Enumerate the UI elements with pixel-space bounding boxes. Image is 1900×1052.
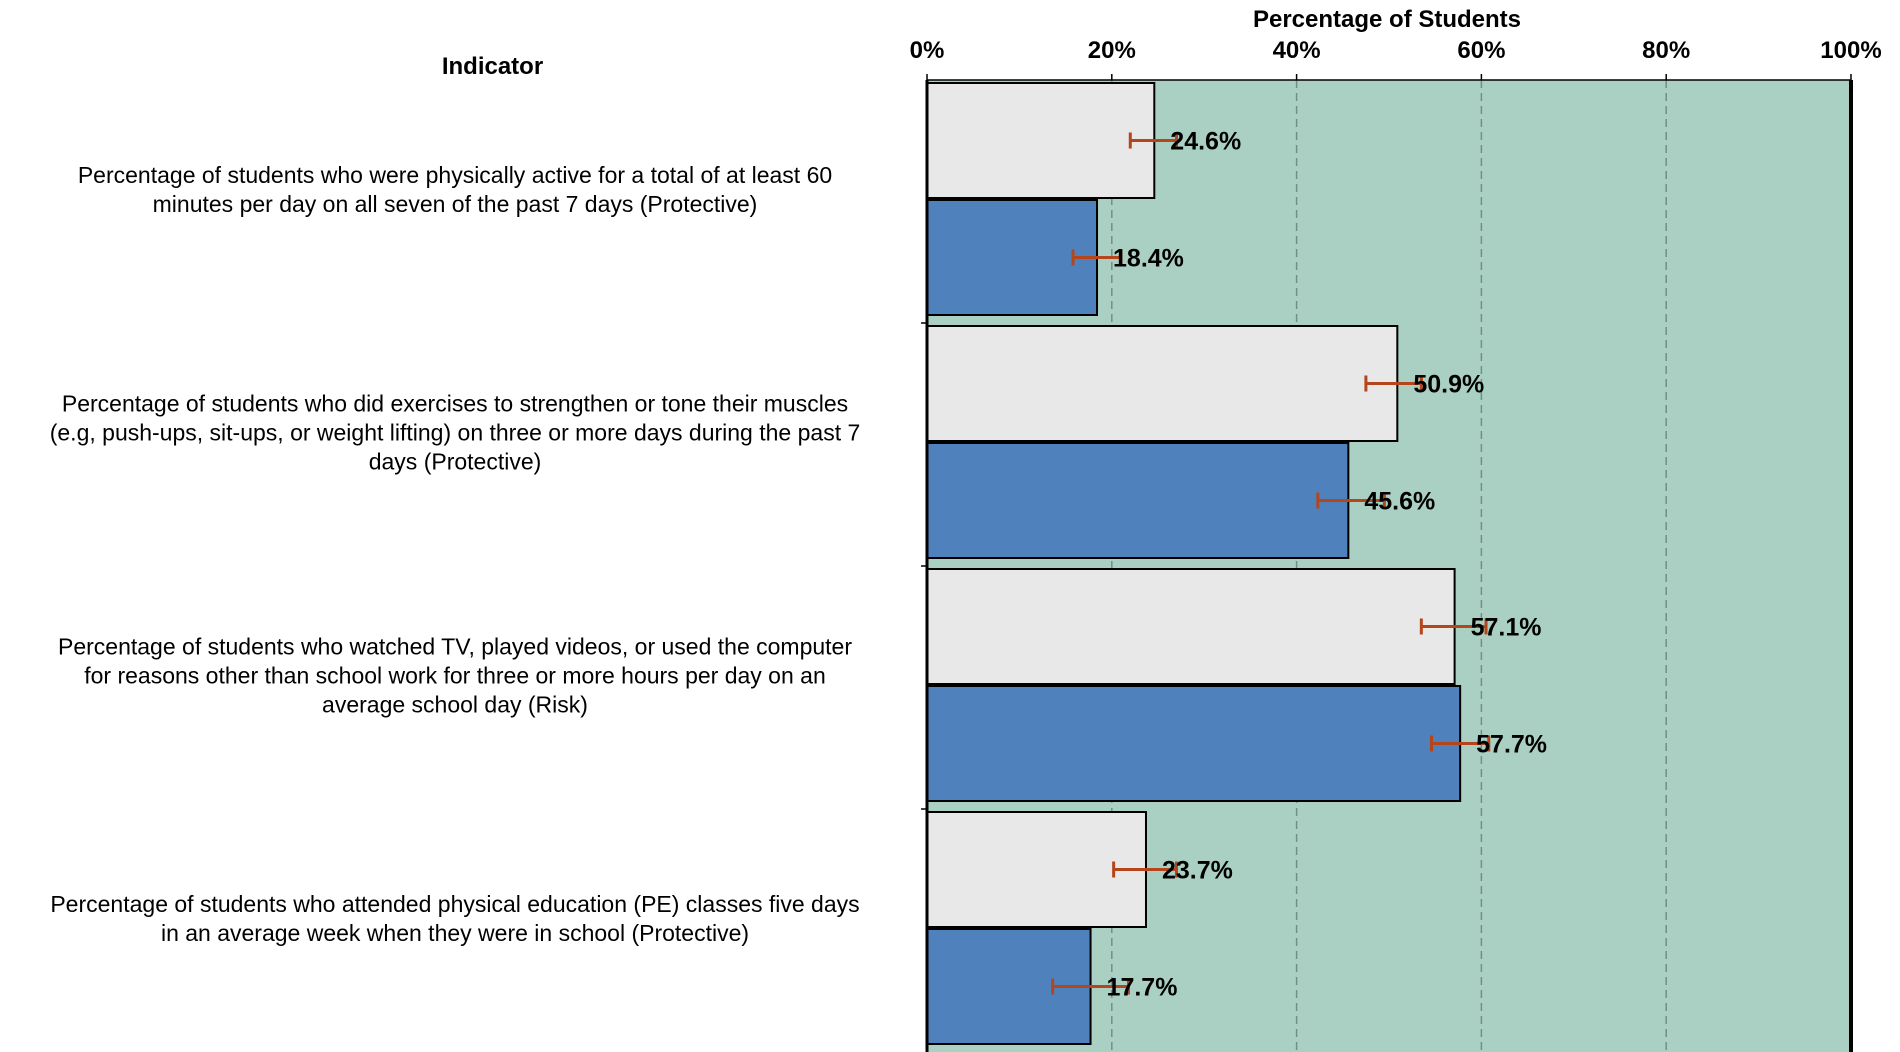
bar [926,325,1399,442]
indicator-label-line: for reasons other than school work for t… [84,662,826,688]
bar [926,568,1456,685]
x-tick-label: 100% [1820,37,1881,64]
indicator-label: Percentage of students who did exercises… [0,389,910,476]
indicator-label-line: in an average week when they were in sch… [160,919,750,946]
data-label: 57.1% [1471,614,1542,642]
data-label: 57.7% [1476,731,1547,759]
indicator-label-line: minutes per day on all seven of the past… [152,190,758,217]
x-tick-label: 80% [1642,37,1690,64]
data-label: 24.6% [1170,128,1241,156]
indicator-column-header: Indicator [441,53,544,80]
indicator-label-line: Percentage of students who were physical… [77,161,833,188]
x-tick-label: 40% [1273,37,1321,64]
indicator-label: Percentage of students who were physical… [0,161,910,219]
x-tick-label: 20% [1088,37,1136,64]
indicator-label-line: Percentage of students who did exercises… [61,390,849,416]
indicator-label-line: Percentage of students who watched TV, p… [58,633,852,659]
data-label: 23.7% [1162,857,1233,885]
x-axis-title: Percentage of Students [1252,6,1522,33]
indicator-label-line: (e.g, push-ups, sit-ups, or weight lifti… [49,419,861,445]
indicator-label-line: Percentage of students who attended phys… [50,890,860,917]
bar [926,685,1462,802]
x-tick-label: 60% [1457,37,1505,64]
bar [926,199,1099,316]
data-label: 17.7% [1107,974,1178,1002]
indicator-label-line: days (Protective) [368,448,542,474]
data-label: 45.6% [1364,488,1435,516]
x-tick-label: 0% [910,37,945,64]
data-label: 18.4% [1113,245,1184,273]
bar [926,442,1350,559]
data-label: 50.9% [1413,371,1484,399]
indicator-label-line: average school day (Risk) [322,691,588,717]
bar [926,82,1156,199]
indicator-label: Percentage of students who attended phys… [0,890,910,948]
indicator-label: Percentage of students who watched TV, p… [0,632,910,719]
